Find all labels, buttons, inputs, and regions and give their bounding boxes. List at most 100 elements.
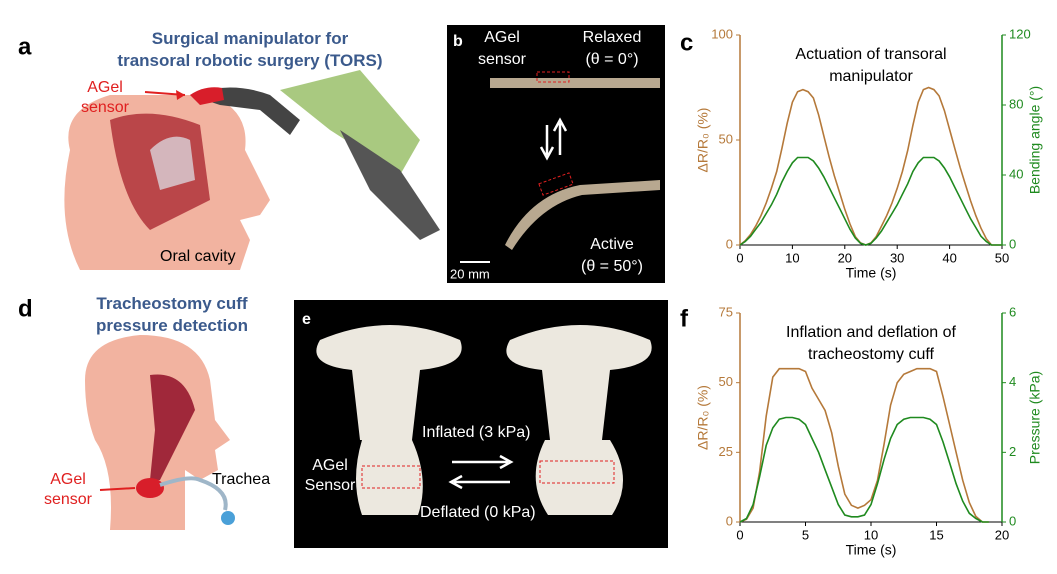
label-line: Relaxed (583, 29, 642, 46)
switch-arrows (448, 454, 514, 490)
sensor-box (538, 172, 574, 196)
x-tick-label: 50 (995, 250, 1009, 265)
y2-tick-label: 0 (1009, 236, 1016, 251)
scale-label: 20 mm (450, 266, 490, 281)
series-line (739, 416, 989, 523)
y2-tick-label: 80 (1009, 96, 1023, 111)
x-axis-label: Time (s) (846, 542, 897, 558)
panel-b: b AGel sensor Relaxed (θ = 0°) Active (θ = … (447, 25, 665, 283)
x-tick-label: 10 (864, 527, 878, 542)
label-line: (θ = 50°) (581, 258, 643, 275)
sensor-label: AGel sensor (478, 29, 527, 68)
panel-label: a (18, 33, 32, 60)
panel-label: e (302, 311, 311, 328)
y2-tick-label: 40 (1009, 166, 1023, 181)
sensor-arrow (99, 487, 136, 491)
label-line: Sensor (305, 477, 356, 494)
photo (447, 25, 665, 283)
cuff-right (506, 325, 652, 515)
sensor-illustration (190, 87, 224, 105)
sensor-label: AGel Sensor (305, 457, 356, 494)
sensor-label: AGel sensor (81, 79, 130, 116)
x-tick-label: 15 (929, 527, 943, 542)
y2-axis-label: Pressure (kPa) (1027, 371, 1043, 464)
x-tick-label: 0 (736, 527, 743, 542)
sensor-box (539, 460, 615, 484)
label-line: sensor (478, 51, 527, 68)
robot-rods (340, 130, 440, 240)
x-tick-label: 20 (838, 250, 852, 265)
y-axis-label: ΔR/R₀ (%) (695, 108, 711, 173)
sensor-illustration (136, 478, 164, 498)
panel-label: c (680, 29, 693, 56)
cuff-left (316, 325, 462, 515)
trachea-label: Trachea (212, 471, 270, 488)
y-tick-label: 75 (719, 304, 733, 319)
y2-tick-label: 6 (1009, 304, 1016, 319)
series-line (739, 86, 1002, 246)
title-line: manipulator (829, 68, 913, 85)
x-tick-label: 40 (942, 250, 956, 265)
label-line: AGel (87, 79, 123, 96)
active-label: Active (θ = 50°) (581, 236, 643, 275)
label-line: AGel (484, 29, 520, 46)
x-tick-label: 0 (736, 250, 743, 265)
robot-frame (280, 70, 420, 175)
panel-label: d (18, 295, 33, 322)
cavity-label: Oral cavity (160, 248, 236, 265)
label-line: AGel (312, 457, 348, 474)
panel-a: a Surgical manipulator for transoral robo… (18, 29, 440, 270)
panel-label: b (453, 33, 463, 50)
sensor-label: AGel sensor (44, 471, 93, 508)
y2-tick-label: 0 (1009, 513, 1016, 528)
panel-label: f (680, 305, 689, 332)
panel-e: e Inflated (3 kPa) Deflated (0 kPa) AGel… (294, 300, 668, 548)
y-tick-label: 25 (719, 444, 733, 459)
sensor-box (536, 71, 570, 83)
chart-title: Actuation of transoral manipulator (795, 46, 946, 85)
y2-axis-label: Bending angle (°) (1027, 86, 1043, 194)
relaxed-label: Relaxed (θ = 0°) (583, 29, 642, 68)
airway-illustration (150, 374, 195, 480)
tube-illustration (159, 476, 228, 511)
y-tick-label: 50 (719, 374, 733, 389)
x-tick-label: 10 (785, 250, 799, 265)
y-tick-label: 0 (726, 513, 733, 528)
y-tick-label: 100 (711, 26, 733, 41)
chart-title: Inflation and deflation of tracheostomy c… (786, 324, 956, 363)
y-tick-label: 50 (719, 131, 733, 146)
deflated-label: Deflated (0 kPa) (420, 504, 536, 521)
title-line: pressure detection (96, 316, 248, 335)
title-line: Surgical manipulator for (152, 29, 349, 48)
inflated-label: Inflated (3 kPa) (422, 424, 531, 441)
label-line: AGel (50, 471, 86, 488)
title-line: Inflation and deflation of (786, 324, 956, 341)
x-tick-label: 30 (890, 250, 904, 265)
series-line (739, 156, 1002, 246)
x-axis-label: Time (s) (846, 265, 897, 281)
manipulator-active (505, 180, 660, 250)
y2-tick-label: 4 (1009, 374, 1016, 389)
switch-arrows (539, 117, 568, 161)
label-line: (θ = 0°) (585, 51, 638, 68)
overtube (150, 136, 195, 190)
series-line (739, 367, 989, 523)
manipulator-relaxed (490, 78, 660, 88)
panel-d: d Tracheostomy cuff pressure detection AG… (18, 294, 270, 530)
panel-title: Surgical manipulator for transoral roboti… (117, 29, 382, 70)
title-line: tracheostomy cuff (808, 346, 935, 363)
arrow-head (176, 90, 185, 100)
pilot-balloon (221, 511, 235, 525)
panel-title: Tracheostomy cuff pressure detection (96, 294, 248, 335)
label-line: sensor (81, 99, 130, 116)
x-tick-label: 5 (802, 527, 809, 542)
x-tick-label: 20 (995, 527, 1009, 542)
title-line: Actuation of transoral (795, 46, 946, 63)
y-axis-label: ΔR/R₀ (%) (695, 385, 711, 450)
title-line: Tracheostomy cuff (96, 294, 247, 313)
y2-tick-label: 120 (1009, 26, 1031, 41)
y2-tick-label: 2 (1009, 444, 1016, 459)
label-line: sensor (44, 491, 93, 508)
title-line: transoral robotic surgery (TORS) (117, 51, 382, 70)
